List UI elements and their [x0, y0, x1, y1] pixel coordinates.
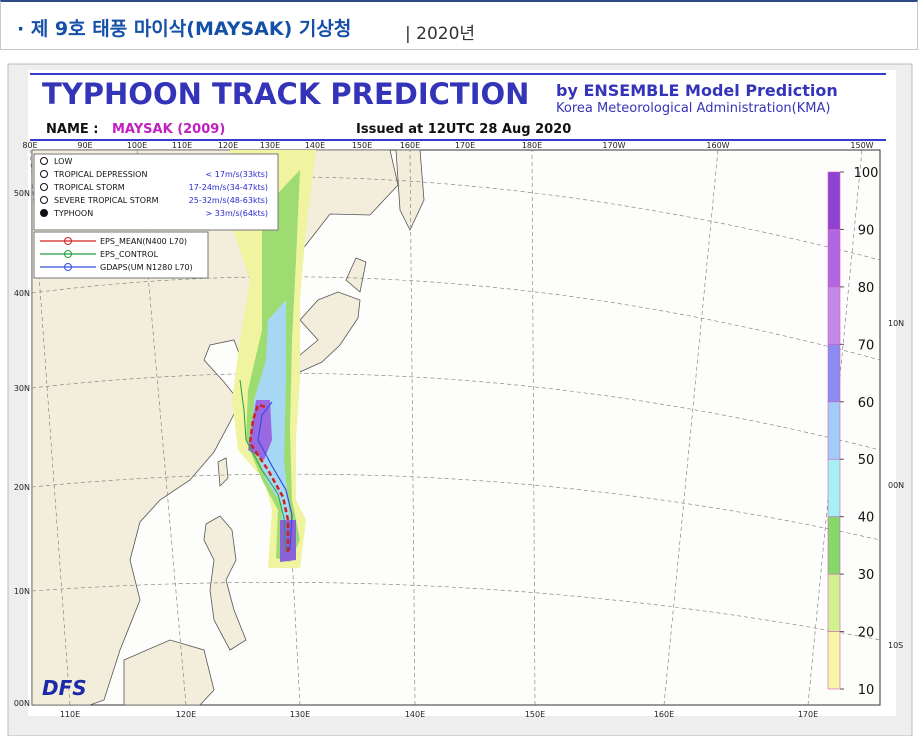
legend-marker	[64, 237, 72, 245]
lon-label: 120E	[218, 141, 238, 150]
lon-label: 110E	[60, 710, 80, 719]
lon-label: 110E	[172, 141, 192, 150]
legend-symbol	[40, 209, 48, 217]
colorbar-label: 30	[858, 568, 875, 583]
credit: DFS	[42, 676, 87, 700]
colorbar-label: 10	[858, 683, 875, 698]
land	[31, 149, 425, 706]
legend-speed: < 17m/s(33kts)	[206, 170, 268, 179]
lat-label: 10N	[888, 319, 904, 328]
lon-label: 140E	[405, 710, 425, 719]
colorbar-label: 90	[858, 223, 875, 238]
colorbar-segment	[827, 286, 841, 345]
lat-label: 10N	[14, 587, 30, 596]
lon-label: 130E	[260, 141, 280, 150]
colorbar-label: 100	[854, 166, 879, 181]
graticule	[29, 149, 881, 706]
lon-label: 150W	[850, 141, 873, 150]
lon-label: 90E	[77, 141, 92, 150]
colorbar-segment	[827, 458, 841, 517]
header-title: · 제 9호 태풍 마이삭(MAYSAK) 기상청	[17, 18, 352, 40]
track-lines	[239, 379, 293, 553]
lat-label: 20N	[14, 483, 30, 492]
legend-label: GDAPS(UM N1280 L70)	[100, 263, 193, 272]
lon-label: 130E	[290, 710, 310, 719]
lat-label: 40N	[14, 289, 30, 298]
colorbar-label: 40	[858, 511, 875, 526]
lat-label: 30N	[14, 384, 30, 393]
lon-label: 160E	[400, 141, 420, 150]
lon-label: 170W	[602, 141, 625, 150]
lon-label: 120E	[176, 710, 196, 719]
lat-label: 10S	[888, 641, 903, 650]
legend-label: TYPHOON	[53, 209, 93, 218]
lat-label: 00N	[888, 481, 904, 490]
legend-label: EPS_MEAN(N400 L70)	[100, 237, 187, 246]
colorbar-label: 50	[858, 453, 875, 468]
legend-label: EPS_CONTROL	[100, 250, 159, 259]
legend-symbol	[40, 170, 48, 178]
colorbar-segment	[827, 171, 841, 230]
lon-label: 170E	[798, 710, 818, 719]
colorbar-segment	[827, 401, 841, 460]
credit-text: DFS	[42, 676, 87, 700]
legend-speed: > 33m/s(64kts)	[206, 209, 268, 218]
legend-symbol	[40, 196, 48, 204]
figure-subtitle: Korea Meteorological Administration(KMA)	[556, 101, 830, 116]
name-label: NAME :	[46, 122, 98, 137]
lon-label: 160W	[706, 141, 729, 150]
figure-title: TYPHOON TRACK PREDICTION	[42, 77, 529, 111]
lon-label: 150E	[525, 710, 545, 719]
colorbar-label: 80	[858, 281, 875, 296]
legend-symbol	[40, 157, 48, 165]
lon-label: 80E	[22, 141, 37, 150]
lat-label: 00N	[14, 699, 30, 708]
legend: LOW TROPICAL DEPRESSION < 17m/s(33kts) TROP…	[40, 157, 268, 272]
colorbar-segment	[827, 516, 841, 575]
colorbar-segment	[827, 229, 841, 288]
legend-speed: 25-32m/s(48-63kts)	[189, 196, 268, 205]
colorbar: 10 20 30 40 50 60 70 80 90 100	[827, 166, 879, 698]
colorbar-label: 70	[858, 338, 875, 353]
lon-label: 100E	[127, 141, 147, 150]
lon-label: 150E	[352, 141, 372, 150]
lon-label: 140E	[305, 141, 325, 150]
legend-speed: 17-24m/s(34-47kts)	[189, 183, 268, 192]
lat-label: 50N	[14, 189, 30, 198]
issued-time: Issued at 12UTC 28 Aug 2020	[356, 122, 571, 137]
lon-label: 160E	[654, 710, 674, 719]
figure-subtitle: by ENSEMBLE Model Prediction	[556, 81, 838, 100]
colorbar-segment	[827, 344, 841, 403]
legend-symbol	[40, 183, 48, 191]
colorbar-label: 20	[858, 626, 875, 641]
legend-marker	[64, 263, 72, 271]
legend-marker	[64, 250, 72, 258]
header-year: | 2020년	[405, 24, 476, 44]
legend-label: SEVERE TROPICAL STORM	[54, 196, 159, 205]
legend-label: TROPICAL DEPRESSION	[53, 170, 147, 179]
coordinate-labels: 80E 90E 100E 110E 120E 130E 140E 150E 160E 170E 18…	[14, 141, 904, 719]
ensemble-spread	[230, 150, 316, 568]
lon-label: 170E	[455, 141, 475, 150]
header: · 제 9호 태풍 마이삭(MAYSAK) 기상청 | 2020년	[0, 0, 918, 50]
typhoon-name: MAYSAK (2009)	[112, 122, 225, 137]
colorbar-segment	[827, 631, 841, 690]
colorbar-segment	[827, 573, 841, 632]
lon-label: 180E	[522, 141, 542, 150]
legend-label: LOW	[54, 157, 72, 166]
legend-label: TROPICAL STORM	[53, 183, 125, 192]
colorbar-label: 60	[858, 396, 875, 411]
